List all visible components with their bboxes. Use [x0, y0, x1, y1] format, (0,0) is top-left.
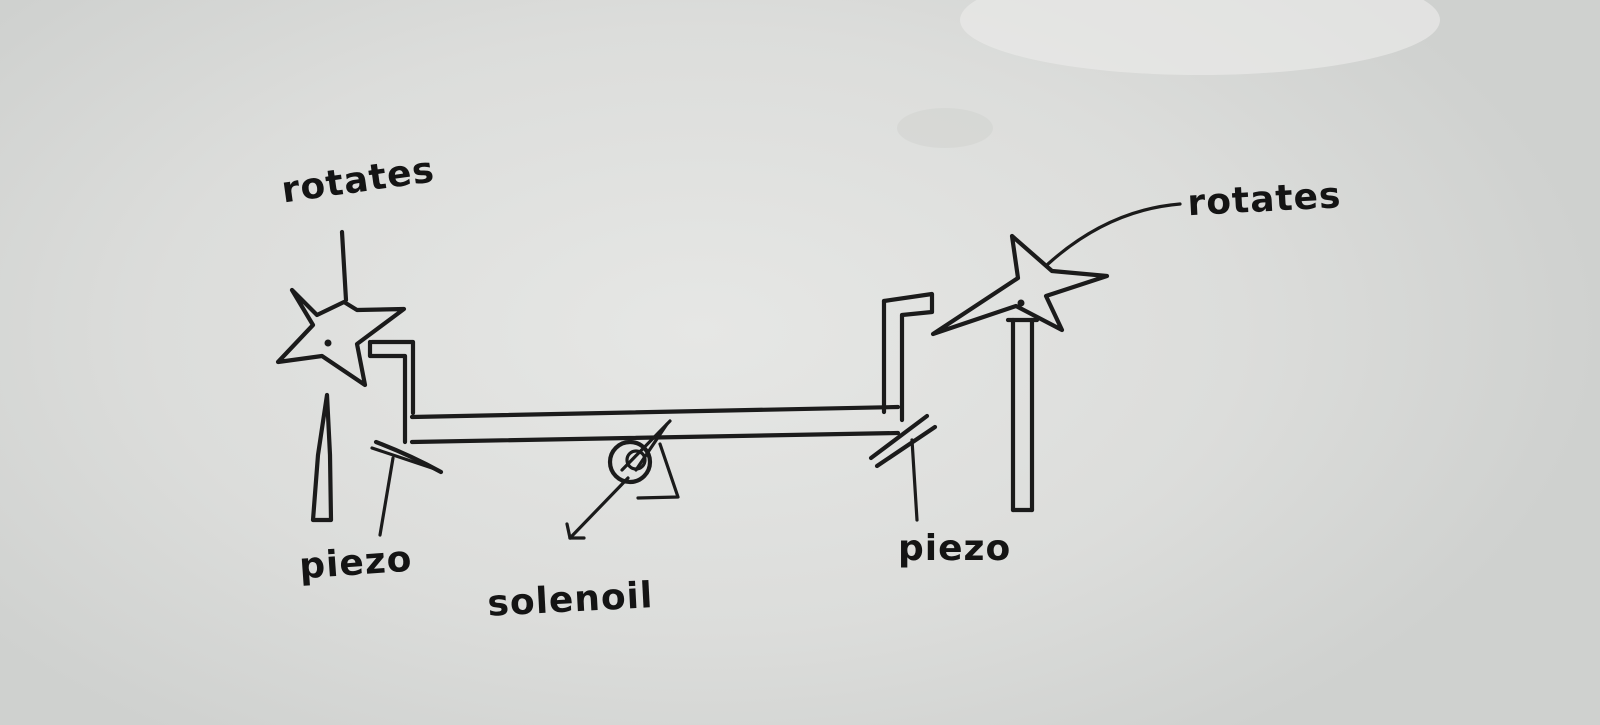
right-piezo: [868, 413, 938, 522]
right-piezo-label: piezo: [898, 528, 1011, 569]
left-post: [310, 229, 349, 523]
right-hook-arm: [881, 291, 935, 423]
right-rotates-label: rotates: [1186, 175, 1342, 224]
solenoid-coil: [565, 419, 680, 540]
left-rotates-label: rotates: [279, 149, 437, 211]
left-piezo-label: piezo: [298, 539, 414, 588]
board-glare: [960, 0, 1440, 75]
right-star-rotor: [930, 233, 1110, 337]
right-post: [1005, 317, 1040, 513]
board-smudge: [897, 108, 993, 148]
solenoid-label: solenoil: [486, 575, 654, 625]
left-piezo: [370, 439, 444, 537]
right-rotates-pointer: [1046, 202, 1182, 266]
left-star-rotor: [275, 287, 407, 388]
left-hook-arm: [367, 339, 416, 445]
